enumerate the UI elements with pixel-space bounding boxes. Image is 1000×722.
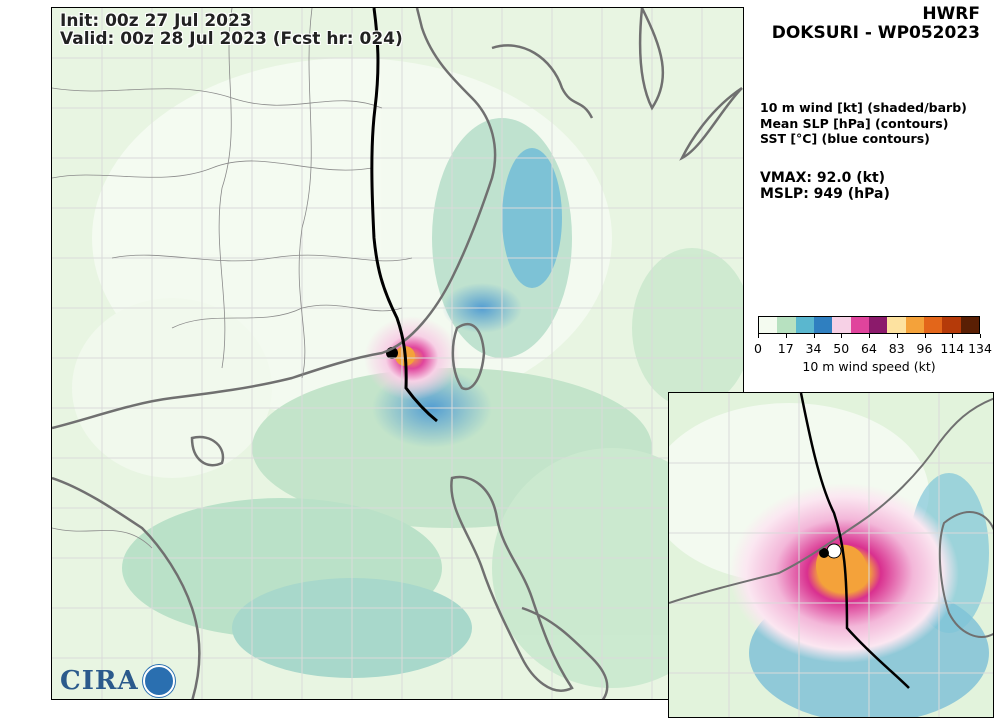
colorbar-tick-label: 0: [754, 341, 762, 356]
colorbar-tick-mark: [980, 334, 981, 338]
inset-coastlines: [669, 397, 993, 638]
model-name: HWRF: [922, 4, 980, 24]
colorbar-segment: [923, 317, 943, 333]
inset-wind-field: [669, 393, 993, 717]
storm-track: [370, 8, 438, 423]
colorbar-segment: [887, 317, 906, 333]
storm-stats: VMAX: 92.0 (kt) MSLP: 949 (hPa): [760, 170, 890, 202]
colorbar-tick-mark: [841, 334, 843, 338]
main-map: [51, 7, 744, 700]
colorbar-tick-mark: [869, 334, 870, 338]
cira-logo: CIRA: [60, 665, 175, 697]
inset-storm-track: [799, 393, 910, 689]
coastlines: [52, 8, 743, 699]
mslp-value: MSLP: 949 (hPa): [760, 186, 890, 202]
colorbar-segment: [777, 317, 796, 333]
colorbar-tick-mark: [758, 334, 759, 338]
colorbar-segment: [813, 317, 833, 333]
colorbar-segment: [960, 317, 979, 333]
colorbar-tick-label: 114: [940, 341, 965, 356]
cira-logo-text: CIRA: [60, 666, 139, 696]
colorbar-segment: [942, 317, 961, 333]
init-time-label: Init: 00z 27 Jul 2023: [60, 11, 252, 31]
colorbar-tick-label: 17: [777, 341, 794, 356]
field-slp: Mean SLP [hPa] (contours): [760, 115, 949, 131]
wind-field-map: [52, 8, 743, 699]
inset-map: [668, 392, 994, 718]
colorbar-segment: [795, 317, 814, 333]
valid-time-label: Valid: 00z 28 Jul 2023 (Fcst hr: 024): [60, 29, 403, 49]
ramm-badge-icon: [142, 665, 175, 697]
colorbar-segment: [832, 317, 851, 333]
colorbar-label: 10 m wind speed (kt): [802, 359, 936, 374]
colorbar-segment: [759, 317, 778, 333]
colorbar-tick-mark: [785, 334, 787, 338]
field-sst: SST [°C] (blue contours): [760, 131, 930, 146]
colorbar-tick-mark: [952, 334, 954, 338]
colorbar-tick-mark: [813, 334, 815, 338]
title-block: HWRF DOKSURI - WP052023: [772, 5, 980, 43]
colorbar-tick-mark: [924, 334, 926, 338]
colorbar-tick-label: 34: [805, 341, 822, 356]
colorbar-tick-mark: [896, 334, 898, 338]
wind-speed-colorbar: [758, 316, 980, 334]
colorbar-tick-label: 96: [916, 341, 933, 356]
colorbar-tick-label: 64: [861, 341, 877, 356]
vmax-value: VMAX: 92.0 (kt): [760, 170, 886, 186]
province-borders: [52, 8, 413, 549]
colorbar-tick-label: 50: [833, 341, 850, 356]
lat-lon-grid: [52, 8, 743, 699]
storm-name: DOKSURI - WP052023: [771, 23, 980, 43]
field-descriptions: 10 m wind [kt] (shaded/barb) Mean SLP [h…: [760, 100, 967, 147]
colorbar-tick-label: 134: [968, 341, 992, 356]
colorbar-segment: [868, 317, 888, 333]
colorbar-tick-label: 83: [888, 341, 905, 356]
field-wind: 10 m wind [kt] (shaded/barb): [760, 100, 967, 115]
colorbar-segment: [905, 317, 924, 333]
colorbar-segment: [850, 317, 869, 333]
